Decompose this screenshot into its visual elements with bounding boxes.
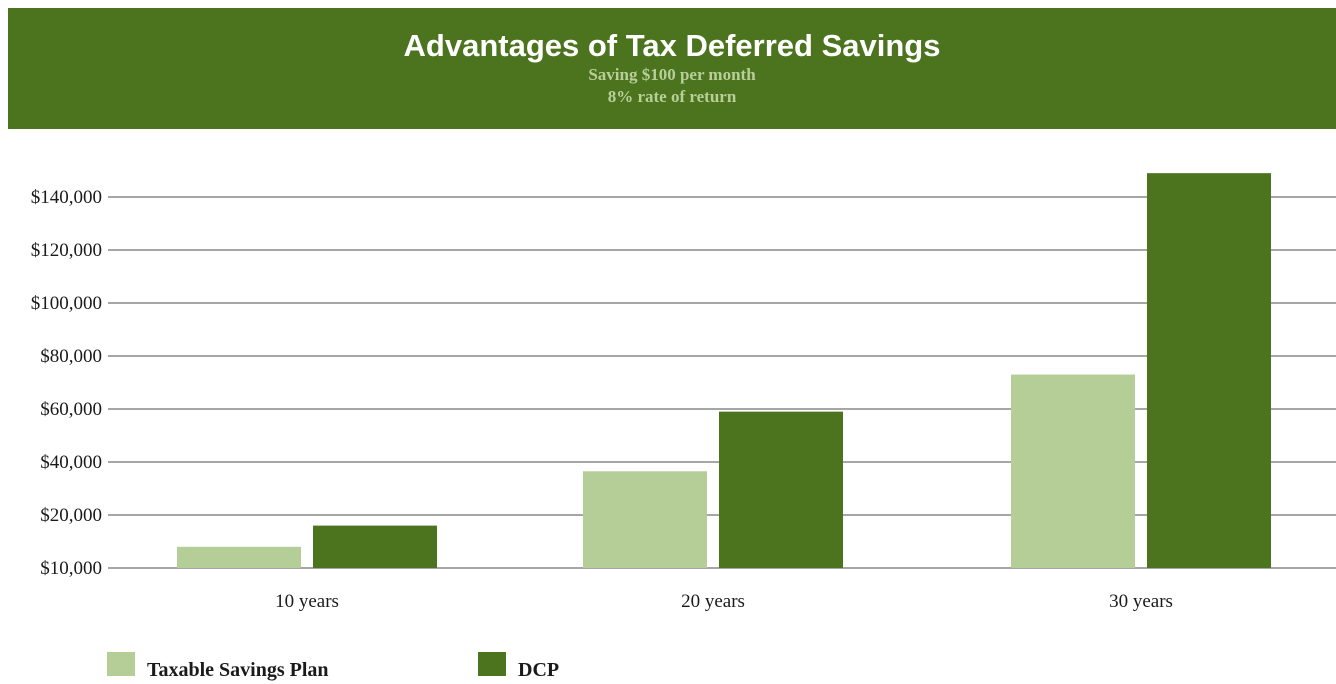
x-tick-label: 10 years [275,591,339,612]
chart-subtitle-line-1: Saving $100 per month [588,65,756,84]
y-tick-label: $80,000 [40,346,102,367]
y-tick-label: $10,000 [40,558,102,579]
bar-taxable-1 [177,546,301,568]
legend-swatch-dcp [478,652,506,676]
x-axis-ticks: 10 years 20 years 30 years [275,591,1173,612]
y-tick-label: $40,000 [40,452,102,473]
y-tick-label: $100,000 [31,293,102,314]
bar-dcp-1 [313,525,437,568]
bar-dcp-3 [1147,173,1271,568]
x-tick-label: 20 years [681,591,745,612]
bar-taxable-3 [1011,374,1135,568]
y-tick-label: $20,000 [40,505,102,526]
y-tick-label: $60,000 [40,399,102,420]
x-tick-label: 30 years [1109,591,1173,612]
legend-label-taxable: Taxable Savings Plan [147,659,329,681]
bars [177,173,1271,568]
bar-taxable-2 [583,471,707,568]
y-axis-ticks: $10,000 $20,000 $40,000 $60,000 $80,000 $100,… [31,187,102,579]
legend-swatch-taxable [107,652,135,676]
chart-subtitle-line-2: 8% rate of return [607,87,737,106]
bar-dcp-2 [719,411,843,568]
y-tick-label: $120,000 [31,240,102,261]
legend: Taxable Savings Plan DCP [107,652,559,681]
y-tick-label: $140,000 [31,187,102,208]
legend-label-dcp: DCP [518,659,559,681]
chart-title: Advantages of Tax Deferred Savings [403,28,941,63]
chart-header-banner: Advantages of Tax Deferred Savings Savin… [8,8,1336,129]
